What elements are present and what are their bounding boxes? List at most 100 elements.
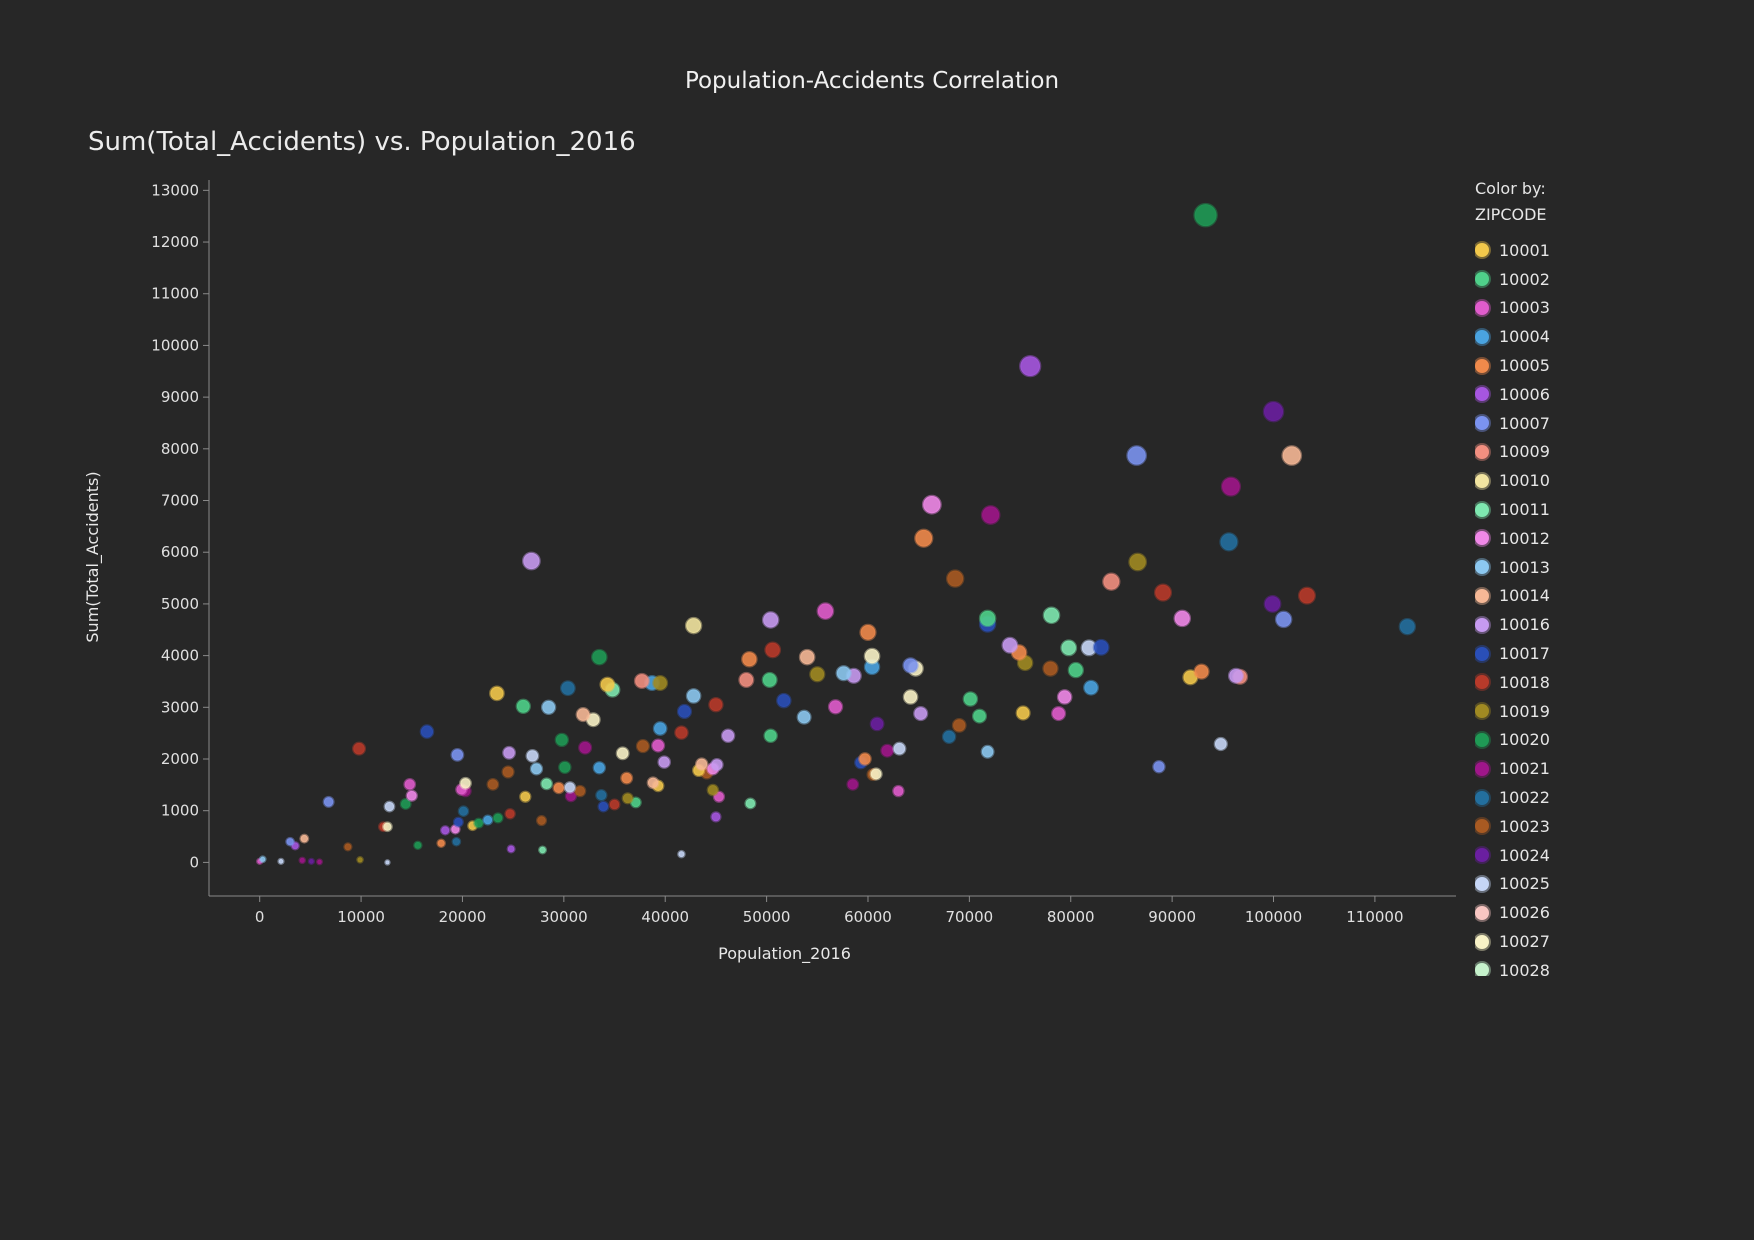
data-point[interactable] bbox=[1227, 667, 1245, 684]
data-point[interactable] bbox=[450, 747, 465, 762]
data-point[interactable] bbox=[285, 836, 295, 847]
data-point[interactable] bbox=[1051, 705, 1067, 722]
data-point[interactable] bbox=[451, 836, 462, 847]
data-point[interactable] bbox=[629, 796, 642, 809]
data-point[interactable] bbox=[633, 672, 650, 689]
data-point[interactable] bbox=[902, 689, 919, 705]
data-point[interactable] bbox=[827, 699, 844, 715]
data-point[interactable] bbox=[489, 685, 505, 702]
data-point[interactable] bbox=[599, 676, 616, 693]
legend-item[interactable]: 10009 bbox=[1475, 438, 1635, 467]
data-point[interactable] bbox=[343, 842, 353, 852]
legend-item[interactable]: 10018 bbox=[1475, 668, 1635, 697]
data-point[interactable] bbox=[1126, 445, 1148, 466]
data-point[interactable] bbox=[585, 712, 601, 728]
data-point[interactable] bbox=[962, 691, 979, 707]
data-point[interactable] bbox=[1019, 354, 1042, 378]
data-point[interactable] bbox=[554, 732, 569, 748]
data-point[interactable] bbox=[1083, 679, 1099, 696]
legend-item[interactable]: 10004 bbox=[1475, 322, 1635, 351]
legend-item[interactable]: 10016 bbox=[1475, 610, 1635, 639]
legend-item[interactable]: 10010 bbox=[1475, 466, 1635, 495]
data-point[interactable] bbox=[383, 800, 396, 813]
data-point[interactable] bbox=[608, 798, 621, 811]
data-point[interactable] bbox=[921, 494, 942, 515]
data-point[interactable] bbox=[913, 705, 929, 722]
data-point[interactable] bbox=[384, 859, 391, 866]
data-point[interactable] bbox=[809, 666, 826, 683]
data-point[interactable] bbox=[761, 671, 778, 688]
data-point[interactable] bbox=[1182, 669, 1199, 686]
data-point[interactable] bbox=[382, 821, 393, 833]
legend-item[interactable]: 10020 bbox=[1475, 726, 1635, 755]
data-point[interactable] bbox=[1001, 636, 1019, 654]
legend-item[interactable]: 10012 bbox=[1475, 524, 1635, 553]
data-point[interactable] bbox=[502, 745, 517, 760]
data-point[interactable] bbox=[540, 699, 557, 715]
legend-item[interactable]: 10022 bbox=[1475, 783, 1635, 812]
data-point[interactable] bbox=[1213, 736, 1228, 752]
data-point[interactable] bbox=[538, 845, 548, 855]
data-point[interactable] bbox=[436, 838, 446, 849]
data-point[interactable] bbox=[902, 657, 919, 674]
data-point[interactable] bbox=[1398, 617, 1417, 636]
data-point[interactable] bbox=[459, 776, 472, 790]
data-point[interactable] bbox=[859, 623, 877, 641]
data-point[interactable] bbox=[1067, 661, 1084, 679]
data-point[interactable] bbox=[591, 648, 608, 666]
legend[interactable]: Color by: ZIPCODE 10001 10002 10003 10004 10… bbox=[1475, 176, 1635, 976]
data-point[interactable] bbox=[620, 771, 634, 785]
data-point[interactable] bbox=[1092, 638, 1110, 656]
data-point[interactable] bbox=[501, 765, 515, 779]
data-point[interactable] bbox=[1274, 610, 1293, 629]
legend-item[interactable]: 10024 bbox=[1475, 841, 1635, 870]
data-point[interactable] bbox=[846, 777, 860, 791]
legend-item[interactable]: 10021 bbox=[1475, 754, 1635, 783]
data-point[interactable] bbox=[1173, 609, 1192, 628]
data-point[interactable] bbox=[540, 777, 553, 791]
data-point[interactable] bbox=[914, 528, 934, 548]
data-point[interactable] bbox=[563, 781, 577, 794]
data-point[interactable] bbox=[277, 857, 285, 865]
data-point[interactable] bbox=[439, 825, 451, 836]
data-point[interactable] bbox=[522, 551, 541, 571]
data-point[interactable] bbox=[307, 857, 316, 865]
data-point[interactable] bbox=[597, 800, 610, 813]
data-point[interactable] bbox=[492, 812, 504, 824]
data-point[interactable] bbox=[316, 858, 324, 866]
data-point[interactable] bbox=[595, 789, 608, 802]
data-point[interactable] bbox=[486, 777, 500, 791]
data-point[interactable] bbox=[677, 849, 686, 859]
data-point[interactable] bbox=[651, 738, 666, 753]
data-point[interactable] bbox=[1042, 660, 1059, 677]
data-point[interactable] bbox=[657, 755, 671, 769]
data-point[interactable] bbox=[450, 824, 461, 835]
data-point[interactable] bbox=[1102, 572, 1121, 591]
data-point[interactable] bbox=[575, 706, 591, 723]
data-point[interactable] bbox=[712, 790, 726, 803]
data-point[interactable] bbox=[835, 665, 852, 682]
data-point[interactable] bbox=[710, 811, 722, 823]
data-point[interactable] bbox=[482, 814, 494, 826]
data-point[interactable] bbox=[776, 692, 792, 709]
data-point[interactable] bbox=[869, 767, 883, 781]
data-point[interactable] bbox=[694, 757, 709, 771]
legend-item[interactable]: 10027 bbox=[1475, 927, 1635, 956]
data-point[interactable] bbox=[869, 716, 885, 732]
data-point[interactable] bbox=[816, 602, 835, 621]
data-point[interactable] bbox=[652, 675, 669, 691]
data-point[interactable] bbox=[1263, 594, 1282, 613]
legend-item[interactable]: 10001 bbox=[1475, 236, 1635, 265]
legend-item[interactable]: 10014 bbox=[1475, 582, 1635, 611]
data-point[interactable] bbox=[676, 703, 693, 720]
legend-item[interactable]: 10002 bbox=[1475, 265, 1635, 294]
data-point[interactable] bbox=[529, 762, 544, 776]
data-point[interactable] bbox=[290, 841, 300, 851]
data-point[interactable] bbox=[322, 795, 335, 808]
data-point[interactable] bbox=[1152, 760, 1166, 774]
data-point[interactable] bbox=[710, 757, 724, 772]
data-point[interactable] bbox=[1281, 445, 1303, 466]
data-point[interactable] bbox=[356, 855, 364, 864]
data-point[interactable] bbox=[504, 808, 516, 820]
data-point[interactable] bbox=[405, 789, 418, 802]
